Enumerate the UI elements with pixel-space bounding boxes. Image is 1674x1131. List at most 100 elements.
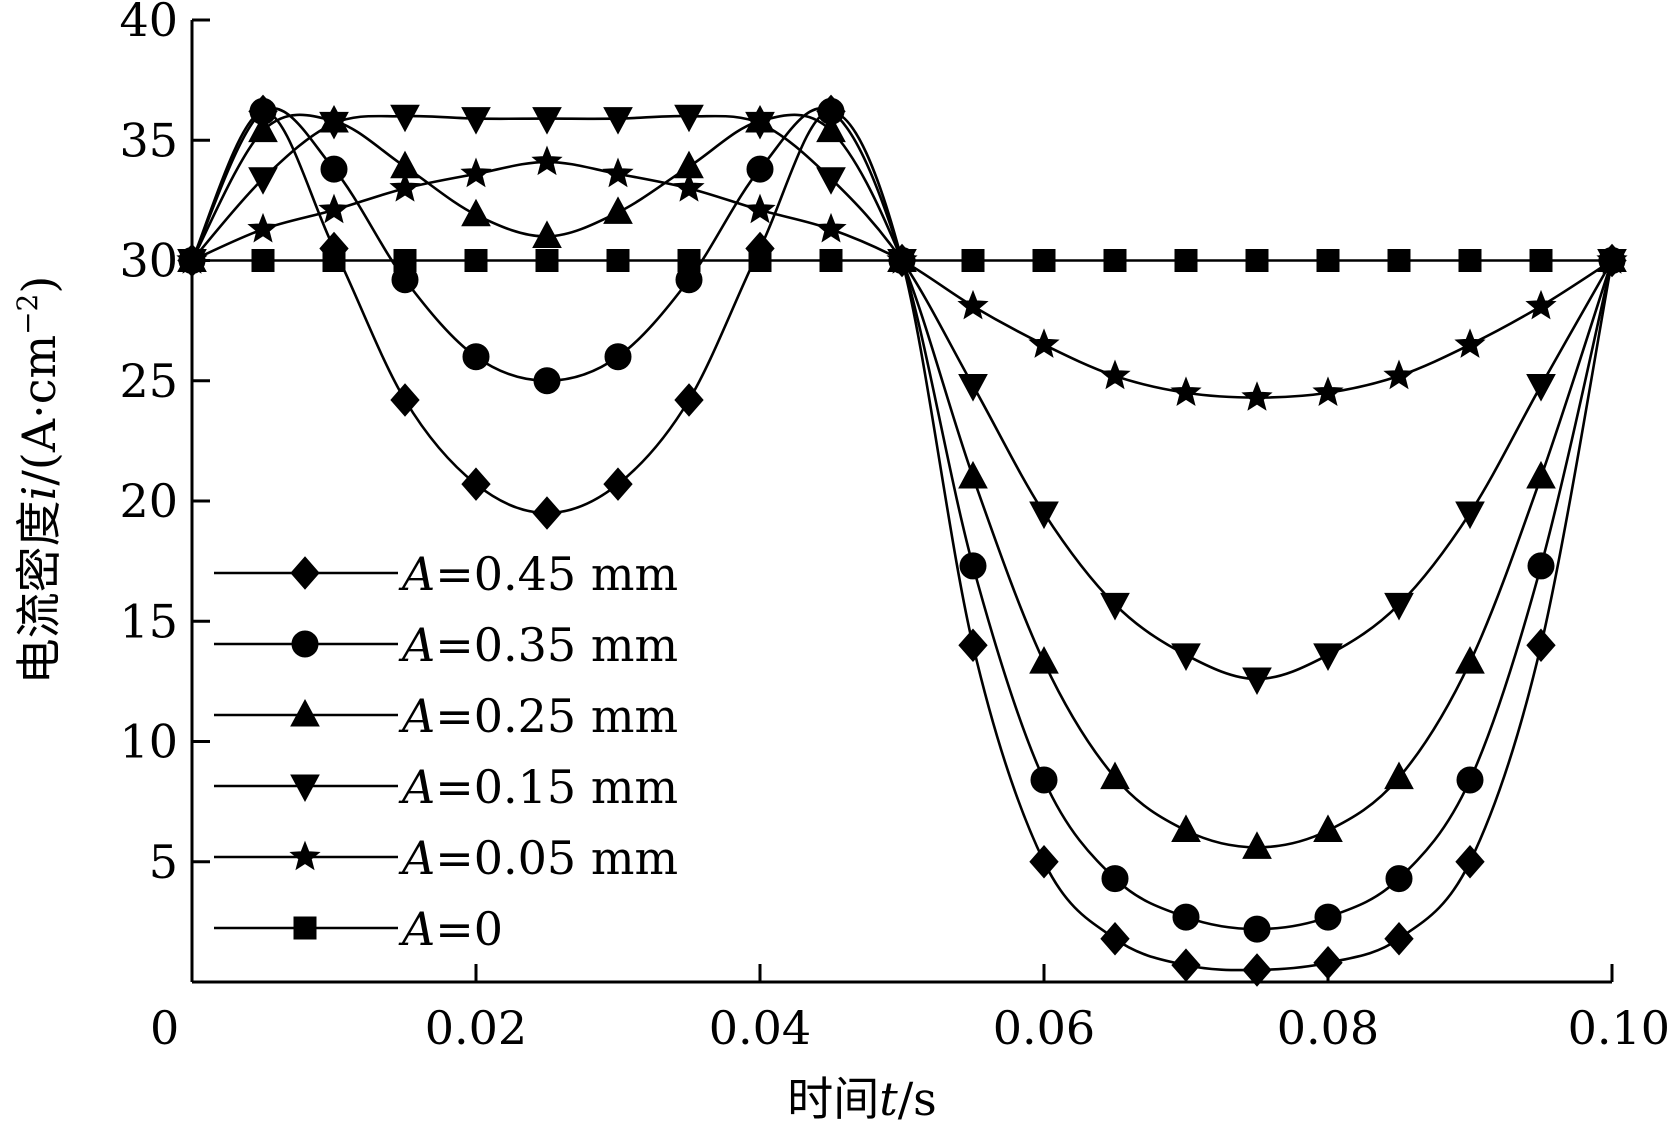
data-point-star [744,193,776,224]
data-point-square [535,249,559,272]
legend-marker-square [293,916,317,940]
data-point-triangle-down [958,374,988,402]
data-point-triangle-up [1029,646,1059,674]
y-tick-label: 15 [119,594,178,648]
data-point-circle [1030,766,1058,794]
data-point-triangle-down [745,111,775,140]
legend-entry: A=0.15 mm [214,760,678,814]
data-point-circle [1243,915,1271,943]
data-point-star [957,289,989,320]
data-point-circle [533,367,561,395]
y-tick-label: 20 [119,474,178,528]
data-point-triangle-up [1526,460,1556,489]
data-point-star [1099,359,1131,390]
data-point-triangle-up [1384,761,1414,790]
axes: 5 10 15 20 25 30 35 40 0 0.02 0.04 0.06 0.08 0.10 [119,0,1670,1055]
data-point-square [464,249,488,272]
data-point-star [1383,359,1415,390]
data-point-square [393,249,417,272]
legend-marker-triangle-down [290,774,320,803]
data-point-circle [1172,903,1200,931]
data-point-star [1028,328,1060,358]
data-point-triangle-down [674,104,704,133]
data-point-star [531,145,563,176]
data-point-diamond [1029,844,1059,879]
data-point-square [251,249,275,272]
data-point-triangle-down [461,107,491,135]
y-axis-title: 电流密度i/(A·cm−2) [11,276,66,685]
y-tick-label: 30 [119,234,178,288]
data-point-circle [604,343,632,371]
data-point-square [961,249,985,272]
data-point-diamond [958,628,988,663]
legend-label: A=0.45 mm [398,547,678,601]
legend-label: A=0.05 mm [398,831,678,885]
legend-label: A=0.15 mm [398,760,678,814]
data-point-star [1241,381,1273,411]
y-tick-label: 10 [119,715,178,769]
x-tick-label: 0 [150,1001,179,1055]
series-line-circle [190,107,1614,931]
data-point-triangle-up [1313,814,1343,842]
data-point-triangle-down [1100,592,1130,621]
data-point-star [602,157,634,188]
data-point-triangle-down [532,107,562,135]
data-point-circle [1456,766,1484,794]
data-point-circle [1385,865,1413,893]
data-point-square [677,249,701,272]
data-point-triangle-up [248,114,278,143]
data-point-triangle-up [1171,814,1201,842]
x-tick-label: 0.08 [1277,1001,1379,1055]
data-point-square [890,249,914,272]
data-point-square [322,249,346,272]
data-point-circle [462,343,490,371]
data-point-triangle-down [1313,643,1343,671]
y-tick-label: 40 [119,0,178,47]
data-point-square [1174,249,1198,272]
data-point-diamond [1455,844,1485,879]
series-markers [176,94,1628,987]
y-tick-label: 25 [119,354,178,408]
data-point-diamond [1171,948,1201,982]
data-point-star [247,212,279,243]
data-point-diamond [1313,946,1343,980]
data-point-triangle-up [1100,761,1130,790]
data-point-circle [1314,903,1342,931]
data-point-square [180,249,204,272]
y-tick-label: 35 [119,113,178,167]
data-point-triangle-down [1384,592,1414,621]
data-point-diamond [1242,953,1272,987]
data-point-triangle-down [390,104,420,133]
data-point-triangle-up [532,220,562,248]
data-point-triangle-down [603,107,633,135]
data-point-triangle-down [1526,374,1556,402]
data-point-diamond [1100,921,1130,956]
data-point-square [606,249,630,272]
data-point-square [1600,249,1624,272]
data-point-diamond [1526,628,1556,663]
data-point-circle [1527,552,1555,580]
data-point-circle [959,552,987,580]
legend-marker-star [289,840,321,871]
y-tick-label: 5 [149,835,178,889]
data-point-diamond [603,467,633,501]
data-point-square [1103,249,1127,272]
data-point-triangle-up [816,114,846,143]
x-tick-label: 0.04 [709,1001,811,1055]
x-tick-label: 0.02 [425,1001,527,1055]
data-point-diamond [674,383,704,417]
data-point-square [1316,249,1340,272]
data-point-square [819,249,843,272]
data-point-triangle-down [1171,643,1201,671]
data-point-star [389,172,421,202]
data-point-diamond [461,467,491,501]
data-point-circle [1101,865,1129,893]
x-tick-label: 0.10 [1568,1001,1670,1055]
data-point-triangle-up [603,196,633,224]
data-point-star [815,212,847,243]
legend-marker-triangle-up [290,698,320,727]
data-point-square [1245,249,1269,272]
data-point-star [460,157,492,188]
data-point-triangle-up [1242,831,1272,859]
